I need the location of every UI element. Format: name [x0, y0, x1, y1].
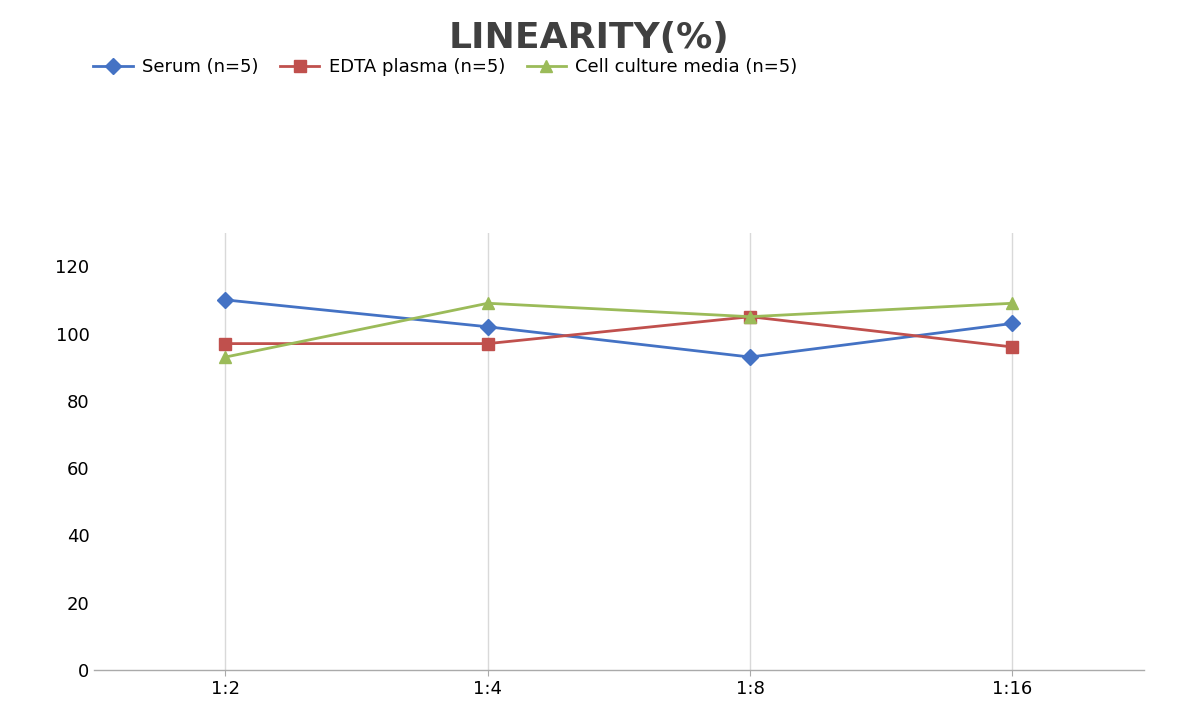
EDTA plasma (n=5): [481, 339, 495, 348]
Cell culture media (n=5): [481, 299, 495, 307]
EDTA plasma (n=5): [218, 339, 232, 348]
Cell culture media (n=5): [743, 312, 757, 321]
Cell culture media (n=5): [218, 352, 232, 361]
Line: Cell culture media (n=5): Cell culture media (n=5): [220, 298, 1017, 362]
Serum (n=5): [218, 295, 232, 304]
Serum (n=5): [743, 352, 757, 361]
Legend: Serum (n=5), EDTA plasma (n=5), Cell culture media (n=5): Serum (n=5), EDTA plasma (n=5), Cell cul…: [93, 58, 797, 76]
Serum (n=5): [481, 323, 495, 331]
Serum (n=5): [1006, 319, 1020, 328]
Text: LINEARITY(%): LINEARITY(%): [449, 21, 730, 55]
Line: EDTA plasma (n=5): EDTA plasma (n=5): [220, 311, 1017, 352]
Line: Serum (n=5): Serum (n=5): [220, 295, 1017, 362]
EDTA plasma (n=5): [1006, 343, 1020, 351]
Cell culture media (n=5): [1006, 299, 1020, 307]
EDTA plasma (n=5): [743, 312, 757, 321]
